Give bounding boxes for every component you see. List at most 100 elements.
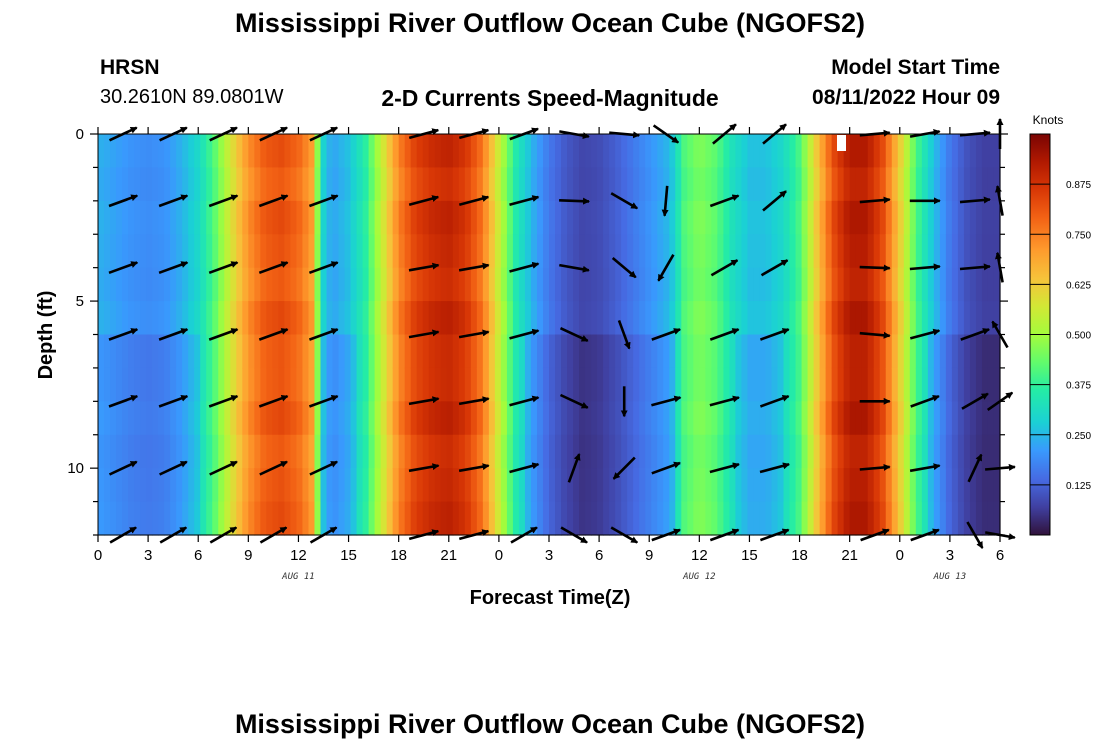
heatmap-cell [410, 334, 418, 369]
heatmap-cell [933, 367, 941, 402]
heatmap-cell [783, 401, 791, 436]
heatmap-cell [254, 200, 261, 235]
heatmap-cell [338, 200, 346, 235]
heatmap-cell [164, 434, 171, 469]
heatmap-cell [705, 367, 712, 402]
heatmap-cell [801, 167, 809, 202]
heatmap-cell [603, 267, 610, 302]
heatmap-cell [747, 234, 755, 269]
heatmap-cell [609, 134, 616, 169]
heatmap-cell [951, 234, 959, 269]
heatmap-cell [482, 367, 490, 402]
heatmap-cell [218, 134, 225, 169]
heatmap-cell [585, 301, 592, 336]
heatmap-cell [224, 468, 231, 503]
heatmap-cell [230, 234, 237, 269]
heatmap-cell [542, 301, 550, 336]
heatmap-cell [290, 334, 298, 369]
heatmap-cell [633, 200, 640, 235]
heatmap-cell [813, 468, 821, 503]
heatmap-cell [386, 367, 394, 402]
heatmap-cell [873, 200, 881, 235]
heatmap-cell [230, 267, 237, 302]
heatmap-cell [957, 134, 965, 169]
heatmap-cell [218, 167, 225, 202]
heatmap-cell [506, 267, 514, 302]
heatmap-cell [290, 401, 298, 436]
heatmap-cell [975, 434, 983, 469]
heatmap-cell [825, 468, 833, 503]
heatmap-cell [843, 200, 851, 235]
heatmap-cell [813, 501, 821, 536]
heatmap-cell [164, 200, 171, 235]
heatmap-cell [879, 468, 887, 503]
heatmap-cell [651, 501, 658, 536]
heatmap-cell [585, 334, 592, 369]
heatmap-cell [687, 367, 694, 402]
heatmap-cell [807, 501, 815, 536]
heatmap-cell [663, 234, 670, 269]
heatmap-cell [645, 468, 652, 503]
heatmap-cell [747, 167, 755, 202]
heatmap-cell [801, 267, 809, 302]
heatmap-cell [110, 334, 117, 369]
heatmap-cell [789, 334, 797, 369]
heatmap-cell [927, 468, 935, 503]
heatmap-cell [500, 468, 508, 503]
heatmap-cell [158, 334, 165, 369]
heatmap-cell [98, 401, 105, 436]
heatmap-cell [573, 267, 580, 302]
heatmap-cell [446, 134, 454, 169]
heatmap-cell [176, 434, 183, 469]
heatmap-cell [278, 234, 286, 269]
heatmap-cell [218, 468, 225, 503]
heatmap-cell [879, 401, 887, 436]
heatmap-cell [909, 434, 917, 469]
heatmap-cell [482, 200, 490, 235]
heatmap-cell [897, 134, 905, 169]
heatmap-cell [434, 301, 442, 336]
heatmap-cell [885, 434, 893, 469]
heatmap-cell [993, 134, 1001, 169]
heatmap-cell [783, 200, 791, 235]
heatmap-cell [915, 501, 923, 536]
heatmap-cell [284, 501, 292, 536]
heatmap-cell [362, 468, 370, 503]
heatmap-cell [771, 134, 779, 169]
heatmap-cell [374, 167, 382, 202]
heatmap-cell [170, 234, 177, 269]
heatmap-cell [861, 334, 869, 369]
heatmap-cell [200, 468, 207, 503]
heatmap-cell [867, 167, 875, 202]
heatmap-cell [723, 501, 730, 536]
heatmap-cells [98, 134, 1001, 536]
heatmap-cell [657, 200, 664, 235]
heatmap-cell [386, 200, 394, 235]
heatmap-cell [344, 367, 352, 402]
heatmap-cell [434, 501, 442, 536]
heatmap-cell [585, 134, 592, 169]
heatmap-cell [639, 301, 646, 336]
heatmap-cell [639, 367, 646, 402]
heatmap-cell [975, 367, 983, 402]
heatmap-cell [951, 334, 959, 369]
heatmap-cell [639, 401, 646, 436]
heatmap-cell [290, 267, 298, 302]
heatmap-cell [717, 468, 724, 503]
heatmap-cell [428, 401, 436, 436]
heatmap-cell [302, 134, 310, 169]
heatmap-cell [807, 167, 815, 202]
heatmap-cell [134, 434, 141, 469]
heatmap-cell [182, 367, 189, 402]
heatmap-cell [266, 267, 273, 302]
x-tick-label: 18 [390, 547, 407, 564]
heatmap-cell [963, 434, 971, 469]
heatmap-cell [128, 334, 135, 369]
heatmap-cell [615, 167, 622, 202]
heatmap-cell [446, 367, 454, 402]
heatmap-cell [675, 301, 682, 336]
current-vector-arrow [567, 453, 581, 483]
heatmap-cell [290, 301, 298, 336]
colorbar-unit: Knots [1033, 113, 1064, 127]
heatmap-cell [879, 167, 887, 202]
